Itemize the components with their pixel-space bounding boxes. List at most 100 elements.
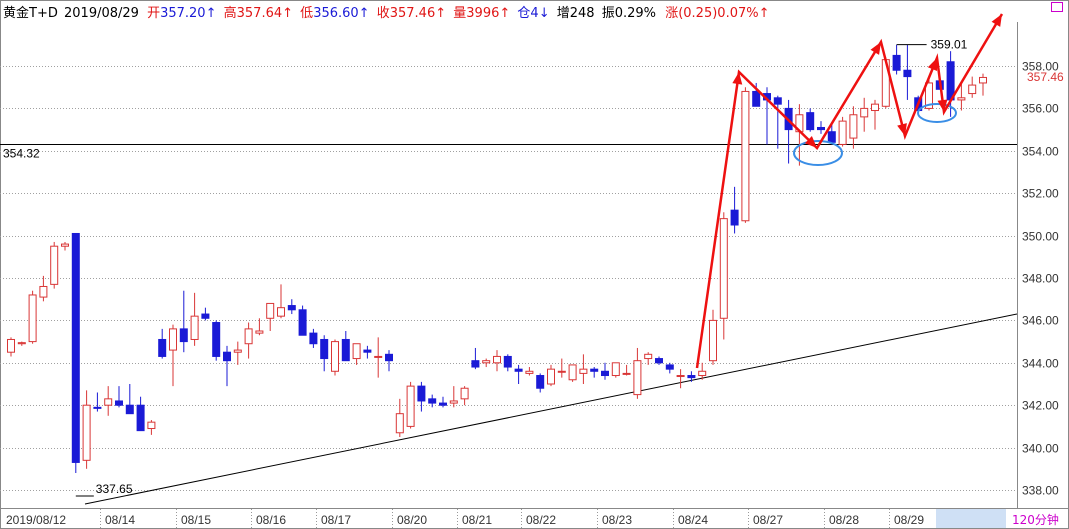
candle-body <box>655 358 663 364</box>
candle <box>460 386 469 406</box>
candle <box>773 95 782 149</box>
symbol-name: 黄金T+D <box>3 5 58 21</box>
candle <box>482 358 491 368</box>
resistance-price-label: 354.32 <box>3 147 40 161</box>
candle-body <box>665 364 674 370</box>
position-value: 4↓ <box>530 6 549 21</box>
candle-body <box>352 343 361 360</box>
candle-body <box>482 360 491 364</box>
candle-body <box>266 302 275 319</box>
candle-body <box>7 338 15 353</box>
candle-body <box>946 61 955 101</box>
candle <box>752 82 761 107</box>
y-tick-label: 352.00 <box>1022 187 1059 201</box>
candle-body <box>493 355 501 364</box>
candle-body <box>871 103 879 112</box>
arrowhead-icon <box>804 136 817 148</box>
candle-body <box>406 385 415 427</box>
candle-body <box>547 368 555 385</box>
candle <box>514 364 523 384</box>
candle <box>719 212 728 340</box>
candle <box>698 362 707 380</box>
volume-value: 3996↑ <box>466 6 510 21</box>
increase-value: 248 <box>570 6 595 21</box>
candle <box>903 44 912 100</box>
candle-body <box>449 400 458 404</box>
candle <box>309 328 318 348</box>
candle-body <box>925 82 933 109</box>
position-label: 仓 <box>517 6 530 21</box>
candle <box>298 305 307 336</box>
y-tick-label: 358.00 <box>1022 60 1059 74</box>
y-tick-label: 350.00 <box>1022 230 1059 244</box>
window-square-icon[interactable] <box>1051 2 1063 12</box>
candle <box>71 232 80 474</box>
date-tick-label: 08/20 <box>397 513 427 527</box>
change-label: 涨 <box>665 6 678 21</box>
candle-body <box>514 368 523 372</box>
candle-body <box>817 126 825 131</box>
date-tick-label: 08/21 <box>462 513 492 527</box>
candle <box>147 420 156 435</box>
candle-body <box>61 243 69 247</box>
date-tick-label: 08/17 <box>321 513 351 527</box>
open-label: 开 <box>147 6 160 21</box>
candle-body <box>147 421 156 430</box>
low-value: 356.60↑ <box>313 6 369 21</box>
candle <box>158 328 167 359</box>
candle <box>179 290 188 353</box>
candle-body <box>169 328 177 351</box>
trendline-layer <box>0 144 1018 505</box>
high-price-label: 359.01 <box>931 38 968 52</box>
candle <box>244 322 253 359</box>
candle <box>493 350 501 372</box>
candle-body <box>93 406 102 409</box>
candle <box>449 386 458 408</box>
candle-body <box>223 351 231 362</box>
candle <box>201 307 210 321</box>
candle-body <box>363 349 372 353</box>
candle <box>320 335 329 372</box>
high-value: 357.64↑ <box>237 6 293 21</box>
candle <box>17 341 26 346</box>
candle-body <box>395 413 404 434</box>
candle <box>557 358 566 378</box>
period-label[interactable]: 120分钟 <box>1012 512 1059 527</box>
candle-body <box>287 305 296 311</box>
candle-body <box>709 319 717 362</box>
candle-body <box>136 404 145 432</box>
candle-body <box>601 370 609 377</box>
candle-body <box>730 209 739 226</box>
candle-body <box>838 120 847 145</box>
annotation-layer: 359.01 337.65 354.32 357.46 <box>3 13 1064 497</box>
date-tick-label: 08/28 <box>829 513 859 527</box>
candle-body <box>115 400 123 406</box>
header-date: 2019/08/29 <box>64 6 139 21</box>
candle <box>601 362 609 380</box>
candle-body <box>676 375 685 378</box>
date-tick-label: 08/16 <box>256 513 286 527</box>
candle-body <box>698 370 707 377</box>
candle <box>579 354 588 384</box>
candle-body <box>298 309 307 336</box>
candle-body <box>622 372 631 375</box>
candle <box>39 275 48 302</box>
y-tick-label: 348.00 <box>1022 272 1059 286</box>
candle <box>622 364 631 376</box>
candlestick-series[interactable] <box>7 44 987 474</box>
candle-body <box>957 97 966 101</box>
candle-body <box>104 398 113 406</box>
candle-body <box>125 404 134 415</box>
candle-body <box>39 285 48 298</box>
candle-body <box>82 404 91 461</box>
candle <box>406 381 415 429</box>
candle-body <box>827 131 836 143</box>
candle-body <box>536 375 545 389</box>
volume-label: 量 <box>453 6 466 21</box>
arrowhead-icon <box>897 123 907 136</box>
y-tick-label: 346.00 <box>1022 314 1059 328</box>
y-tick-label: 356.00 <box>1022 102 1059 116</box>
candle-body <box>179 328 188 343</box>
candle-body <box>979 76 987 84</box>
